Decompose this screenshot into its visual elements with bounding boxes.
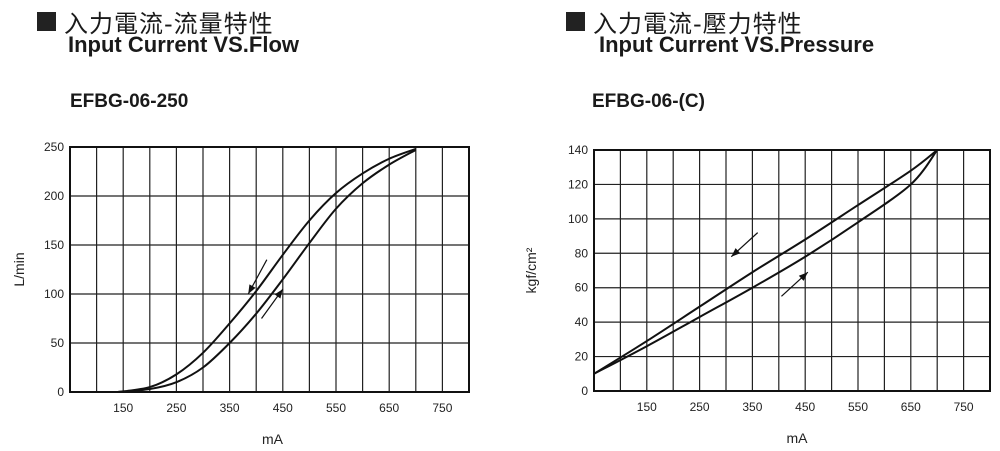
y-tick-label: 0 — [581, 384, 588, 398]
x-tick-label: 350 — [220, 401, 240, 415]
x-tick-label: 450 — [273, 401, 293, 415]
flow-title-zh: 入力電流-流量特性 — [64, 10, 274, 38]
series-line-1 — [593, 149, 938, 375]
x-tick-label: 350 — [742, 400, 762, 414]
pressure-title-row: 入力電流-壓力特性 — [566, 4, 803, 39]
arrow-head-icon — [731, 248, 741, 257]
pressure-chart-panel: 入力電流-壓力特性 Input Current VS.Pressure EFBG… — [520, 0, 1000, 451]
flow-model: EFBG-06-250 — [70, 91, 189, 112]
black-square-icon — [37, 12, 56, 31]
flow-chart: 150 250 350 450 550 650 750 0 50 100 150 200 250 mA L/… — [11, 140, 470, 447]
y-axis-label: L/min — [11, 252, 27, 286]
pressure-chart: 150 250 350 450 550 650 750 0 20 40 60 80 100 120 140 m… — [523, 143, 991, 446]
series-line-2 — [117, 149, 417, 393]
y-tick-label: 40 — [575, 315, 589, 329]
x-tick-label: 550 — [326, 401, 346, 415]
x-tick-label: 250 — [690, 400, 710, 414]
black-square-icon — [566, 12, 585, 31]
y-tick-label: 100 — [44, 287, 64, 301]
arrow-head-icon — [248, 284, 256, 294]
x-tick-label: 550 — [848, 400, 868, 414]
pressure-model: EFBG-06-(C) — [592, 91, 705, 112]
y-tick-label: 140 — [568, 143, 588, 157]
y-axis-label: kgf/cm² — [523, 247, 539, 293]
y-tick-label: 60 — [575, 281, 589, 295]
y-tick-label: 20 — [575, 350, 589, 364]
y-tick-label: 50 — [51, 336, 65, 350]
y-tick-label: 200 — [44, 189, 64, 203]
flow-title-row: 入力電流-流量特性 — [37, 4, 274, 39]
x-tick-label: 250 — [166, 401, 186, 415]
flow-title-en: Input Current VS.Flow — [68, 32, 299, 57]
x-tick-label: 450 — [795, 400, 815, 414]
x-tick-label: 750 — [954, 400, 974, 414]
x-tick-label: 650 — [901, 400, 921, 414]
flow-chart-panel: 入力電流-流量特性 Input Current VS.Flow EFBG-06-… — [11, 4, 470, 447]
series-line-2 — [593, 149, 939, 375]
plot-frame — [69, 146, 470, 393]
y-tick-label: 120 — [568, 177, 588, 191]
pressure-title-zh: 入力電流-壓力特性 — [593, 10, 803, 38]
y-tick-label: 80 — [575, 246, 589, 260]
arrow-head-icon — [798, 272, 808, 281]
y-tick-label: 0 — [57, 385, 64, 399]
x-axis-label: mA — [787, 430, 809, 446]
y-tick-label: 100 — [568, 212, 588, 226]
x-tick-label: 150 — [113, 401, 133, 415]
x-tick-label: 750 — [432, 401, 452, 415]
x-tick-label: 150 — [637, 400, 657, 414]
x-axis-label: mA — [262, 431, 284, 447]
plot-frame — [593, 149, 991, 392]
arrow-head-icon — [274, 289, 283, 299]
series-line-1 — [117, 148, 417, 393]
x-tick-label: 650 — [379, 401, 399, 415]
pressure-title-en: Input Current VS.Pressure — [599, 32, 875, 57]
y-tick-label: 250 — [44, 140, 64, 154]
y-tick-label: 150 — [44, 238, 64, 252]
